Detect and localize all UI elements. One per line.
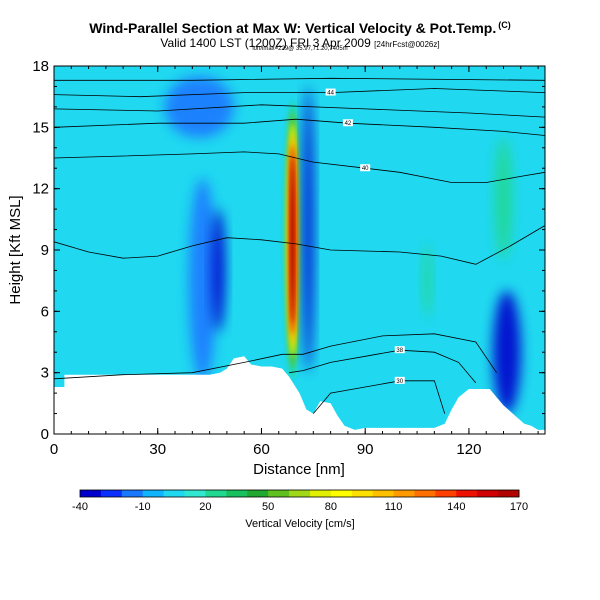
- colorbar-segment-20: [498, 490, 520, 497]
- contour-label-7: 44: [327, 91, 334, 97]
- colorbar-segment-12: [330, 490, 353, 497]
- colorbar-tick-label-7: 170: [510, 501, 528, 513]
- contour-label-1: 38: [396, 348, 403, 354]
- colorbar-tick-label-6: 140: [447, 501, 465, 513]
- x-tick-label-60: 60: [253, 441, 270, 458]
- colorbar-segment-2: [121, 490, 144, 497]
- contour-label-bg-5: [342, 119, 353, 127]
- colorbar-segment-19: [477, 490, 499, 497]
- contour-label-5: 42: [345, 121, 352, 127]
- colorbar-frame: [79, 489, 520, 498]
- x-tick-label-90: 90: [357, 441, 374, 458]
- chart-title: Wind-Parallel Section at Max W: Vertical…: [89, 20, 511, 36]
- pot-temp-contour-6: [54, 104, 545, 118]
- colorbar-segment-3: [142, 490, 165, 497]
- y-tick-label-18: 18: [32, 58, 49, 75]
- colorbar-segment-14: [372, 490, 395, 497]
- contour-label-bg-7: [325, 88, 336, 96]
- contour-label-0: 30: [396, 379, 403, 385]
- updraft-core-0-5: [290, 156, 295, 324]
- y-tick-label-12: 12: [32, 181, 49, 198]
- contour-label-4: 40: [362, 166, 369, 172]
- updraft-region-6: [494, 137, 513, 261]
- colorbar-segment-18: [456, 490, 478, 497]
- x-tick-label-120: 120: [456, 441, 481, 458]
- pot-temp-contours: 30 38 40 42 44: [54, 77, 545, 414]
- colorbar-segment-13: [351, 490, 374, 497]
- colorbar-tick-label-2: 20: [199, 501, 211, 513]
- y-tick-label-15: 15: [32, 119, 49, 136]
- chart-subtitle: Valid 1400 LST (1200Z) FRI 3 Apr 2009 [2…: [160, 36, 440, 50]
- colorbar-segment-6: [205, 490, 227, 497]
- copyright-mark: (C): [498, 20, 511, 30]
- colorbar-tick-label-3: 50: [262, 501, 274, 513]
- colorbar-tick-label-4: 80: [325, 501, 337, 513]
- colorbar-tick-label-1: -10: [135, 501, 151, 513]
- colorbar-segment-11: [309, 490, 332, 497]
- colorbar-segment-8: [247, 490, 269, 497]
- forecast-tag: [24hrFcst@0026z]: [374, 40, 440, 49]
- y-tick-label-0: 0: [41, 426, 49, 443]
- colorbar-segment-7: [226, 490, 248, 497]
- colorbar-segment-17: [435, 490, 457, 497]
- colorbar-title: Vertical Velocity [cm/s]: [245, 518, 354, 530]
- x-tick-label-30: 30: [149, 441, 166, 458]
- velocity-field: [54, 66, 545, 434]
- colorbar-segment-5: [184, 490, 206, 497]
- downdraft-region-1: [302, 86, 314, 373]
- pot-temp-contour-4: [54, 151, 545, 183]
- colorbar-segment-16: [414, 490, 436, 497]
- contour-label-bg-0: [394, 376, 405, 384]
- downdraft-region-5: [164, 76, 234, 138]
- y-tick-label-3: 3: [41, 365, 49, 382]
- colorbar-tick-label-0: -40: [72, 501, 88, 513]
- pot-temp-contour-8: [54, 77, 545, 81]
- colorbar-segment-0: [80, 490, 102, 497]
- y-tick-label-6: 6: [41, 303, 49, 320]
- pot-temp-contour-3: [54, 225, 545, 265]
- x-tick-label-0: 0: [50, 441, 58, 458]
- contour-label-bg-1: [394, 346, 405, 354]
- colorbar-segment-15: [393, 490, 415, 497]
- downdraft-region-3: [211, 209, 226, 332]
- pot-temp-contour-2: [54, 333, 497, 380]
- pot-temp-contour-1: [289, 349, 477, 384]
- pot-temp-contour-5: [54, 118, 545, 136]
- terrain-mask: [54, 356, 545, 434]
- contour-label-bg-4: [360, 164, 371, 172]
- y-axis-title: Height [Kft MSL]: [7, 195, 24, 304]
- pot-temp-contour-7: [54, 88, 545, 98]
- downdraft-region-2: [188, 178, 217, 383]
- axes: 0 30 60 90 120 0 3 6 9 12 15 18: [32, 58, 545, 458]
- colorbar-segment-1: [100, 490, 123, 497]
- colorbar-segment-9: [268, 490, 290, 497]
- info-line: lon/lmax=229@ 35.97,71.20,7405m: [252, 46, 348, 52]
- x-axis-title: Distance [nm]: [253, 461, 345, 478]
- colorbar-segment-10: [289, 490, 311, 497]
- colorbar: -40 -10 20 50 80 110 140 170: [72, 489, 528, 513]
- colorbar-tick-label-5: 110: [385, 501, 403, 513]
- terrain: [54, 356, 545, 434]
- y-tick-label-9: 9: [41, 242, 49, 259]
- updraft-region-7: [422, 243, 432, 318]
- colorbar-segment-4: [163, 490, 186, 497]
- downdraft-region-4: [493, 290, 521, 414]
- pot-temp-contour-0: [312, 380, 446, 414]
